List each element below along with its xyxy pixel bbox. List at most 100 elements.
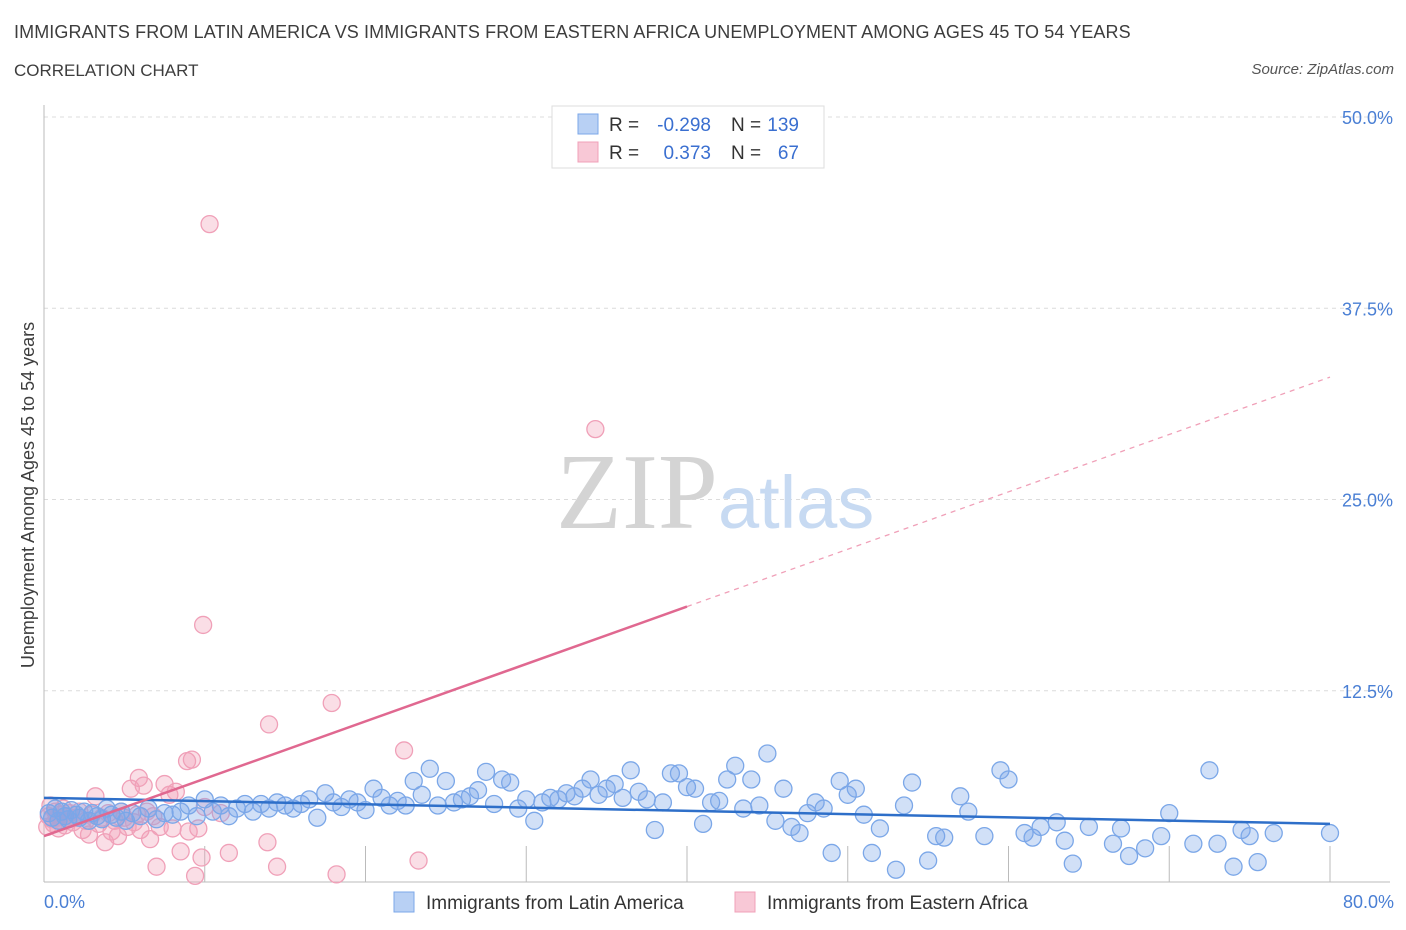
latin-america-point-80 — [605, 774, 624, 794]
latin-america-point-110 — [846, 779, 865, 798]
latin-america-point-114 — [886, 860, 906, 879]
latin-america-point-116 — [902, 773, 922, 792]
legend-swatch-blue — [577, 113, 599, 135]
latin-america-point-137 — [1160, 804, 1179, 823]
eastern-africa-point-60 — [258, 833, 277, 852]
eastern-africa-point-58 — [193, 615, 213, 635]
y-axis-title: Unemployment Among Ages 45 to 54 years — [18, 322, 38, 668]
latin-america-point-135 — [1135, 839, 1155, 858]
latin-america-point-140 — [1208, 834, 1227, 853]
eastern-africa-point-40 — [140, 830, 160, 849]
latin-america-point-84 — [637, 790, 656, 809]
y-tick-labels: 12.5% 25.0% 37.5% 50.0% — [1342, 108, 1393, 702]
eastern-africa-point-29 — [108, 826, 128, 846]
latin-america-point-82 — [621, 761, 640, 780]
eastern-africa-point-66 — [409, 851, 428, 870]
latin-america-point-117 — [918, 851, 938, 870]
latin-america-point-146 — [1320, 823, 1340, 843]
eastern-africa-point-51 — [182, 750, 202, 769]
bottom-legend-label-1: Immigrants from Latin America — [426, 893, 684, 914]
latin-america-point-139 — [1200, 761, 1219, 780]
legend-r-value-1: -0.298 — [657, 115, 711, 136]
legend-n-value-1: 139 — [767, 115, 799, 136]
latin-america-point-55 — [404, 771, 423, 791]
latin-america-point-128 — [1047, 813, 1066, 832]
latin-america-point-43 — [308, 808, 327, 827]
latin-america-point-67 — [501, 773, 520, 792]
eastern-africa-point-61 — [259, 715, 279, 734]
latin-america-point-131 — [1079, 817, 1099, 837]
latin-america-point-57 — [420, 759, 439, 778]
eastern-africa-point-57 — [219, 843, 239, 863]
eastern-africa-point-52 — [185, 866, 205, 886]
bottom-legend-label-2: Immigrants from Eastern Africa — [767, 893, 1028, 914]
latin-america-point-90 — [685, 779, 705, 798]
y-tick-label-2: 37.5% — [1342, 299, 1393, 319]
eastern-africa-point-65 — [394, 741, 414, 760]
y-tick-label-3: 50.0% — [1342, 108, 1393, 128]
latin-america-point-119 — [935, 828, 954, 847]
latin-america-point-122 — [975, 826, 994, 846]
latin-america-point-127 — [1031, 817, 1050, 837]
legend-r-value-2: 0.373 — [663, 143, 711, 164]
latin-america-point-141 — [1224, 857, 1243, 876]
series-legend: Immigrants from Latin America Immigrants… — [393, 891, 1028, 914]
y-tick-label-0: 12.5% — [1342, 682, 1393, 702]
latin-america-point-81 — [613, 788, 632, 807]
latin-america-point-108 — [830, 771, 849, 791]
chart-title: IMMIGRANTS FROM LATIN AMERICA VS IMMIGRA… — [14, 22, 1131, 42]
latin-america-point-124 — [999, 770, 1018, 789]
latin-america-point-59 — [436, 771, 456, 791]
latin-america-point-129 — [1055, 831, 1074, 850]
latin-america-point-130 — [1063, 854, 1082, 873]
latin-america-point-143 — [1240, 826, 1259, 846]
eastern-africa-point-62 — [267, 857, 287, 876]
latin-america-point-133 — [1111, 819, 1131, 838]
watermark-zip: ZIP — [556, 433, 718, 552]
eastern-africa-point-59 — [200, 214, 219, 234]
bottom-legend-swatch-blue — [393, 891, 415, 913]
eastern-africa-point-37 — [131, 820, 150, 840]
latin-america-point-96 — [734, 799, 753, 818]
legend-n-label-2: N = — [731, 143, 761, 164]
latin-america-point-86 — [653, 793, 673, 812]
eastern-africa-point-38 — [134, 776, 153, 795]
eastern-africa-trend-line — [43, 605, 688, 838]
eastern-africa-point-54 — [192, 848, 211, 867]
eastern-africa-point-42 — [147, 857, 166, 876]
eastern-africa-point-48 — [171, 842, 190, 861]
latin-america-point-136 — [1152, 826, 1171, 846]
latin-america-point-64 — [476, 762, 496, 781]
latin-america-point-113 — [870, 819, 890, 838]
latin-america-point-99 — [758, 744, 777, 763]
y-tick-label-1: 25.0% — [1342, 491, 1393, 511]
latin-america-point-132 — [1103, 834, 1123, 853]
legend-n-value-2: 67 — [778, 143, 799, 164]
latin-america-point-77 — [581, 770, 600, 789]
source-label: Source: ZipAtlas.com — [1251, 61, 1394, 78]
latin-america-point-28 — [187, 807, 206, 826]
bottom-legend-swatch-pink — [734, 891, 756, 913]
latin-america-point-65 — [484, 794, 504, 814]
latin-america-point-95 — [726, 756, 745, 775]
latin-america-point-103 — [790, 823, 809, 843]
eastern-africa-point-63 — [322, 693, 341, 713]
gridlines — [44, 116, 1390, 692]
latin-america-point-94 — [718, 770, 737, 789]
latin-america-point-101 — [774, 779, 793, 798]
trend-lines — [43, 376, 1331, 838]
latin-america-point-69 — [517, 790, 536, 809]
legend-swatch-pink — [577, 141, 599, 163]
latin-america-point-93 — [710, 791, 729, 811]
latin-america-point-144 — [1248, 852, 1267, 872]
legend-n-label-1: N = — [731, 115, 761, 136]
x-tick-label-max: 80.0% — [1343, 892, 1394, 912]
legend-r-label-1: R = — [609, 115, 639, 136]
axes — [43, 105, 1390, 883]
watermark-atlas: atlas — [718, 461, 874, 544]
latin-america-point-88 — [669, 764, 689, 783]
latin-america-point-63 — [468, 781, 488, 800]
latin-america-point-134 — [1119, 846, 1139, 866]
latin-america-point-97 — [742, 770, 761, 789]
latin-america-trend-line — [43, 796, 1331, 826]
